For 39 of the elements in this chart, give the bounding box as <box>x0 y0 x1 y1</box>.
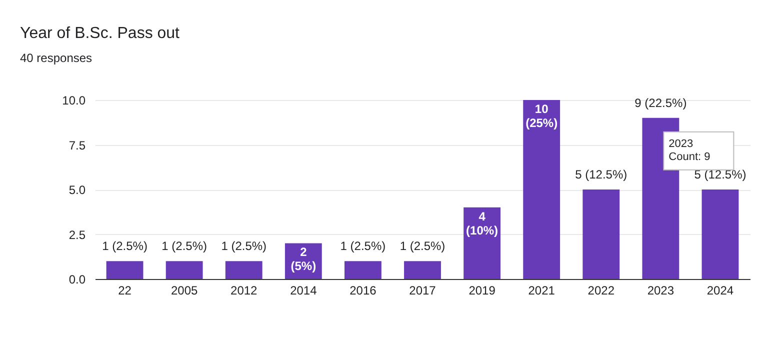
data-label: 10 (25%) <box>526 102 558 130</box>
x-tick-label: 2017 <box>409 284 436 298</box>
data-label: 2 (5%) <box>290 245 316 274</box>
x-tick-label: 2023 <box>647 284 674 298</box>
annotation: 2023 Count: 9 <box>668 138 710 163</box>
bar <box>166 261 203 279</box>
bar <box>344 261 382 279</box>
data-label: 4 (10%) <box>466 209 498 238</box>
x-tick-label: 22 <box>118 284 132 298</box>
bar <box>582 190 620 279</box>
y-tick-label: 10.0 <box>62 94 86 108</box>
x-tick-label: 2021 <box>528 284 556 298</box>
data-label: 1 (2.5%) <box>221 239 267 254</box>
x-tick-label: 2016 <box>350 284 377 298</box>
x-tick-label: 2022 <box>588 284 615 298</box>
chart-subtitle: 40 responses <box>20 51 92 65</box>
bar <box>225 261 262 279</box>
y-tick-label: 5.0 <box>68 183 86 197</box>
y-tick-label: 2.5 <box>68 228 86 242</box>
y-tick-label: 0.0 <box>68 272 86 286</box>
bar <box>702 190 739 279</box>
x-tick-label: 2014 <box>290 284 318 298</box>
x-tick-label: 2019 <box>468 284 496 298</box>
data-label: 5 (12.5%) <box>575 168 628 182</box>
data-label: 5 (12.5%) <box>694 168 746 182</box>
x-tick-label: 2012 <box>230 284 258 298</box>
bar <box>464 207 501 279</box>
data-label: 9 (22.5%) <box>634 96 687 110</box>
bar <box>404 261 441 279</box>
data-label: 1 (2.5%) <box>340 239 386 254</box>
bar <box>523 100 560 279</box>
data-label: 1 (2.5%) <box>102 239 148 254</box>
x-tick-label: 2005 <box>170 284 198 298</box>
chart-title: Year of B.Sc. Pass out <box>20 25 180 42</box>
y-tick-label: 7.5 <box>68 138 86 152</box>
bar <box>106 261 144 279</box>
data-label: 1 (2.5%) <box>400 239 446 254</box>
data-label: 1 (2.5%) <box>162 239 207 254</box>
x-tick-label: 2024 <box>706 284 734 298</box>
